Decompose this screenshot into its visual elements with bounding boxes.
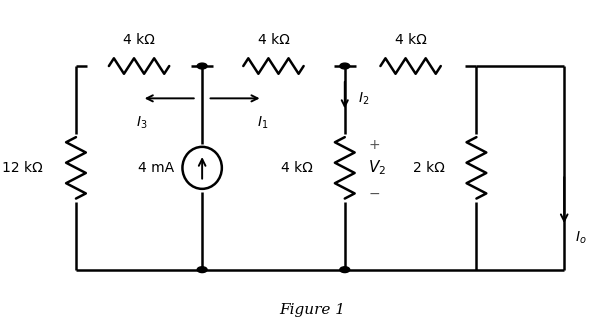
Circle shape xyxy=(197,267,207,273)
Text: 12 kΩ: 12 kΩ xyxy=(2,161,43,175)
Text: 4 mA: 4 mA xyxy=(138,161,174,175)
Text: +: + xyxy=(368,138,380,152)
Circle shape xyxy=(340,267,350,273)
Text: Figure 1: Figure 1 xyxy=(279,303,345,317)
Text: −: − xyxy=(368,187,380,201)
Text: $I_3$: $I_3$ xyxy=(136,114,148,131)
Text: $V_2$: $V_2$ xyxy=(368,158,386,177)
Text: 4 kΩ: 4 kΩ xyxy=(123,33,155,47)
Text: $I_2$: $I_2$ xyxy=(359,90,370,107)
Text: 4 kΩ: 4 kΩ xyxy=(257,33,289,47)
Text: $I_o$: $I_o$ xyxy=(575,229,587,246)
Text: 2 kΩ: 2 kΩ xyxy=(413,161,445,175)
Text: $I_1$: $I_1$ xyxy=(257,114,268,131)
Circle shape xyxy=(197,63,207,69)
Text: 4 kΩ: 4 kΩ xyxy=(395,33,427,47)
Circle shape xyxy=(340,63,350,69)
Text: 4 kΩ: 4 kΩ xyxy=(281,161,313,175)
